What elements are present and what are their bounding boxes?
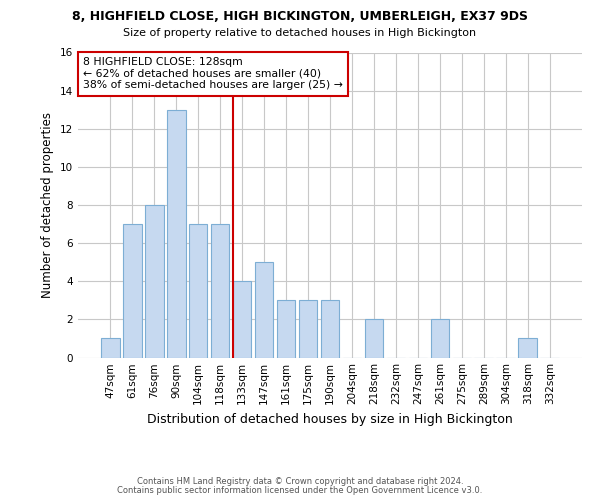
Bar — [123, 224, 142, 358]
Bar — [145, 205, 164, 358]
Text: Size of property relative to detached houses in High Bickington: Size of property relative to detached ho… — [124, 28, 476, 38]
Text: Contains public sector information licensed under the Open Government Licence v3: Contains public sector information licen… — [118, 486, 482, 495]
X-axis label: Distribution of detached houses by size in High Bickington: Distribution of detached houses by size … — [147, 413, 513, 426]
Bar — [518, 338, 537, 357]
Y-axis label: Number of detached properties: Number of detached properties — [41, 112, 55, 298]
Text: 8, HIGHFIELD CLOSE, HIGH BICKINGTON, UMBERLEIGH, EX37 9DS: 8, HIGHFIELD CLOSE, HIGH BICKINGTON, UMB… — [72, 10, 528, 23]
Bar — [211, 224, 229, 358]
Text: Contains HM Land Registry data © Crown copyright and database right 2024.: Contains HM Land Registry data © Crown c… — [137, 477, 463, 486]
Bar — [167, 110, 185, 358]
Bar — [233, 281, 251, 357]
Bar — [431, 320, 449, 358]
Bar — [299, 300, 317, 358]
Bar — [101, 338, 119, 357]
Bar — [277, 300, 295, 358]
Text: 8 HIGHFIELD CLOSE: 128sqm
← 62% of detached houses are smaller (40)
38% of semi-: 8 HIGHFIELD CLOSE: 128sqm ← 62% of detac… — [83, 57, 343, 90]
Bar — [189, 224, 208, 358]
Bar — [365, 320, 383, 358]
Bar — [255, 262, 274, 358]
Bar — [320, 300, 340, 358]
